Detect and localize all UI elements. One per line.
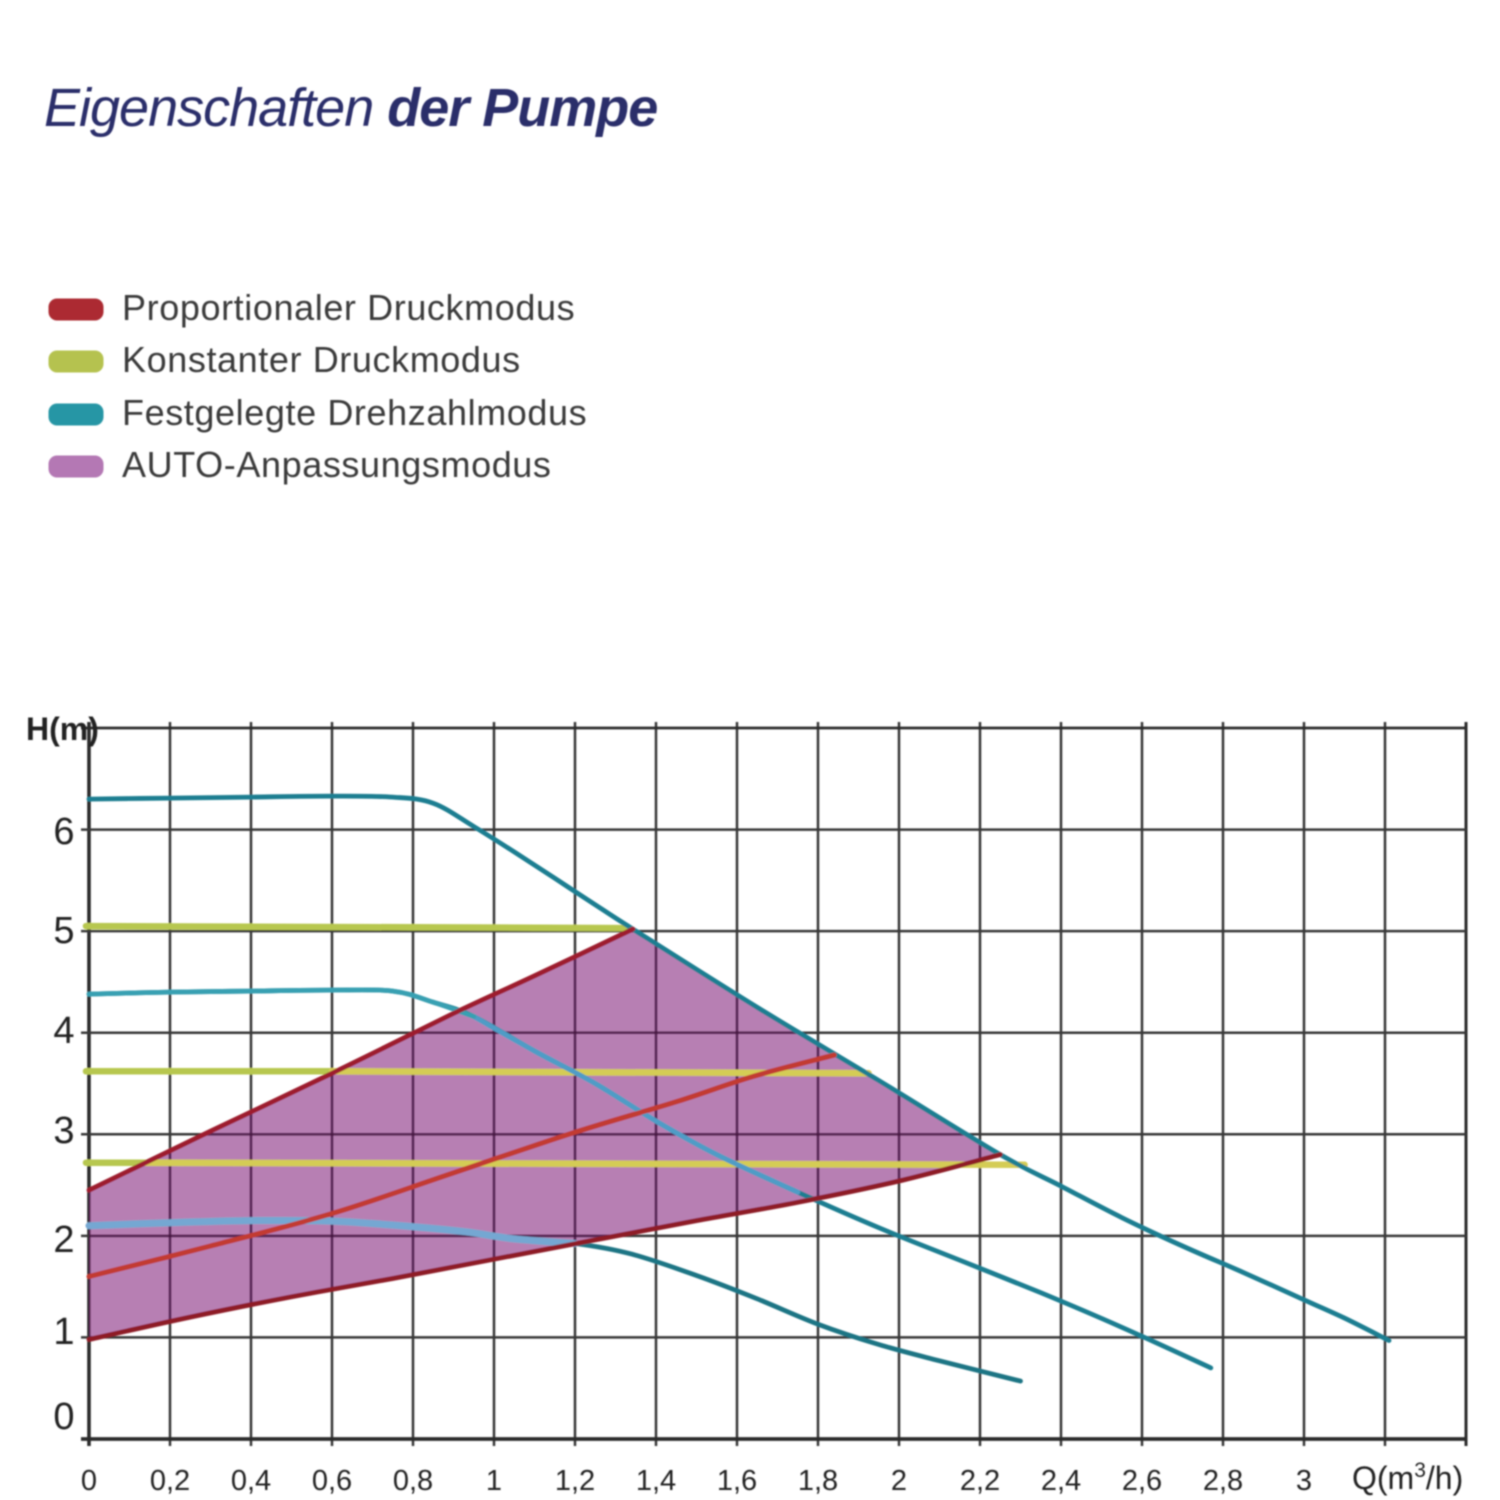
svg-text:0,4: 0,4	[231, 1465, 271, 1497]
svg-text:0: 0	[81, 1465, 97, 1497]
svg-text:0: 0	[53, 1396, 74, 1438]
svg-text:Eigenschaften der Pumpe: Eigenschaften der Pumpe	[44, 78, 657, 138]
svg-text:2: 2	[891, 1465, 907, 1497]
svg-text:1: 1	[486, 1465, 502, 1497]
svg-text:3: 3	[1296, 1465, 1312, 1497]
svg-text:Q(m3/h): Q(m3/h)	[1352, 1459, 1463, 1496]
svg-text:1,8: 1,8	[798, 1465, 838, 1497]
svg-text:2,6: 2,6	[1122, 1465, 1162, 1497]
svg-text:0,8: 0,8	[393, 1465, 433, 1497]
svg-text:0,2: 0,2	[150, 1465, 190, 1497]
svg-text:H(m): H(m)	[26, 711, 99, 747]
svg-text:2,2: 2,2	[960, 1465, 1000, 1497]
svg-text:AUTO-Anpassungsmodus: AUTO-Anpassungsmodus	[122, 444, 552, 485]
svg-text:5: 5	[53, 910, 74, 952]
svg-text:6: 6	[53, 811, 74, 853]
svg-text:2,8: 2,8	[1203, 1465, 1243, 1497]
svg-text:3: 3	[53, 1110, 74, 1152]
svg-text:0,6: 0,6	[312, 1465, 352, 1497]
svg-text:Konstanter Druckmodus: Konstanter Druckmodus	[122, 339, 521, 380]
svg-text:1,2: 1,2	[555, 1465, 595, 1497]
svg-text:1: 1	[53, 1311, 74, 1353]
svg-text:Proportionaler Druckmodus: Proportionaler Druckmodus	[122, 287, 575, 328]
svg-text:2,4: 2,4	[1041, 1465, 1081, 1497]
svg-text:Festgelegte Drehzahlmodus: Festgelegte Drehzahlmodus	[122, 392, 587, 433]
svg-text:1,4: 1,4	[636, 1465, 676, 1497]
svg-text:1,6: 1,6	[717, 1465, 757, 1497]
svg-text:4: 4	[53, 1010, 74, 1052]
svg-text:2: 2	[53, 1219, 74, 1261]
